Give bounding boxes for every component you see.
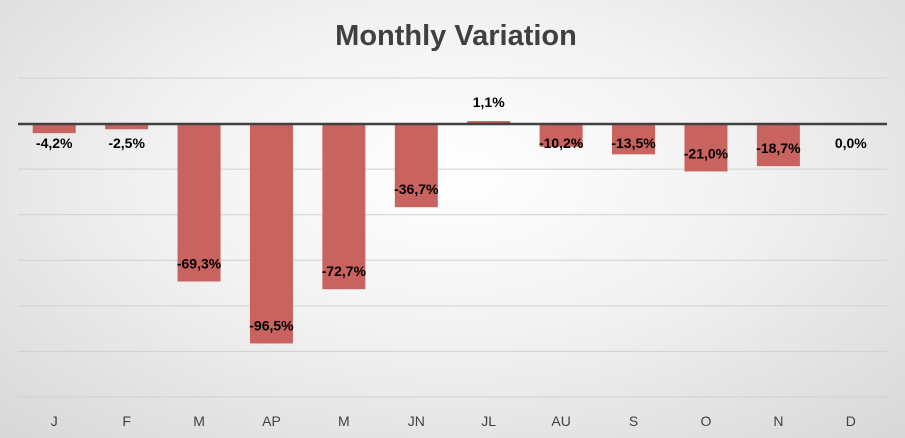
x-tick-label: M [338,413,350,429]
data-label: -10,2% [539,135,584,151]
data-label: -13,5% [611,135,656,151]
bar [177,123,221,282]
bar [467,121,511,124]
x-tick-label: D [846,413,856,429]
x-tick-label: AU [551,413,570,429]
data-label: -2,5% [108,135,145,151]
data-label: 1,1% [473,94,505,110]
data-label: -18,7% [756,140,801,156]
bar [105,123,149,130]
x-tick-label: J [51,413,58,429]
x-tick-label: M [193,413,205,429]
data-label: 0,0% [835,135,867,151]
bar [394,123,438,208]
data-label: -69,3% [177,255,222,271]
x-tick-label: AP [262,413,281,429]
bar [756,123,800,167]
bar [249,123,293,344]
x-tick-label: F [122,413,131,429]
bar [684,123,728,172]
chart-title: Monthly Variation [335,20,577,52]
bar [539,123,583,147]
data-label: -96,5% [249,317,294,333]
x-tick-label: JL [481,413,496,429]
data-label: -36,7% [394,181,439,197]
x-tick-label: N [773,413,783,429]
data-label: -72,7% [322,263,367,279]
x-tick-label: JN [408,413,425,429]
bar [322,123,366,290]
bar [612,123,656,155]
data-label: -21,0% [684,145,729,161]
x-tick-label: S [629,413,638,429]
data-label: -4,2% [36,135,73,151]
x-tick-label: O [701,413,712,429]
bar [32,123,76,134]
